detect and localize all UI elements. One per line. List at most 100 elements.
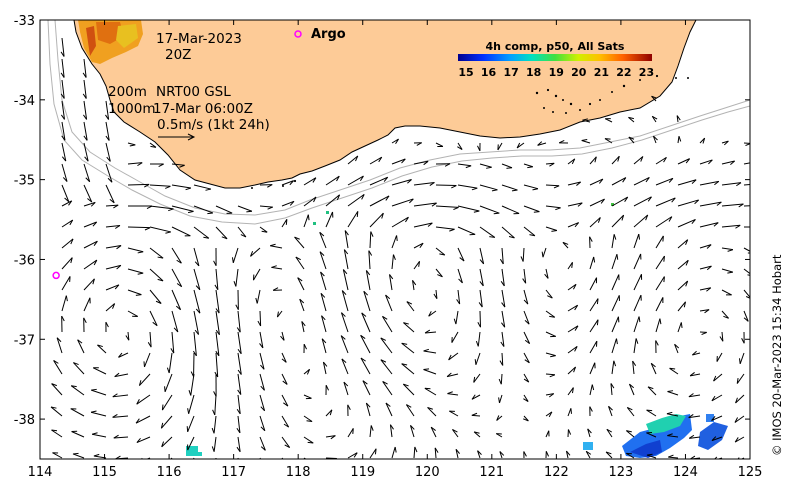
current-arrow-head [176, 259, 182, 264]
current-arrow-head [56, 337, 62, 343]
current-arrow-head [192, 350, 197, 357]
current-arrow-head [621, 214, 625, 221]
current-arrow [734, 415, 745, 423]
colorbar-tick-label: 20 [571, 66, 587, 79]
current-arrow [699, 222, 719, 228]
current-arrow-head [361, 194, 365, 200]
current-arrow [677, 239, 689, 249]
current-arrow [256, 289, 261, 304]
current-arrow-head [529, 234, 536, 237]
current-arrow-head [499, 451, 505, 456]
current-arrow [380, 359, 393, 375]
current-arrow [369, 195, 390, 207]
current-arrow-head [129, 144, 136, 147]
current-arrow-head [93, 453, 100, 457]
current-arrow-head [112, 413, 118, 418]
current-arrow-head [548, 411, 553, 418]
current-arrow [425, 331, 437, 334]
current-arrow [633, 253, 642, 270]
current-arrow [303, 394, 312, 399]
current-arrow [677, 259, 689, 270]
scale-label: 0.5m/s (1kt 24h) [157, 117, 270, 133]
current-arrow [149, 289, 162, 304]
x-tick-label: 116 [157, 465, 182, 480]
current-arrow-head [558, 139, 565, 144]
current-arrow [501, 184, 518, 191]
current-arrow-head [294, 236, 300, 240]
current-arrow-head [477, 322, 481, 328]
current-arrow [391, 158, 406, 165]
current-arrow-head [366, 402, 371, 408]
current-arrow [193, 205, 214, 214]
current-arrow [83, 278, 95, 291]
current-arrow-head [522, 278, 527, 284]
current-arrow-head [600, 198, 605, 204]
current-arrow-head [173, 327, 179, 333]
current-arrow-head [674, 343, 680, 349]
current-arrow-head [135, 294, 142, 296]
current-arrow [611, 177, 627, 186]
current-arrow [611, 155, 620, 165]
current-arrow [127, 331, 130, 341]
current-arrow [523, 331, 531, 344]
current-arrow [626, 407, 635, 417]
current-arrow-head [706, 265, 712, 271]
current-arrow-head [688, 393, 694, 398]
current-arrow [611, 254, 618, 270]
current-arrow-head [567, 429, 572, 435]
x-tick-label: 114 [28, 465, 53, 480]
current-arrow [735, 394, 745, 404]
current-arrow-head [544, 273, 549, 279]
current-arrow [471, 414, 481, 417]
current-arrow [721, 203, 744, 207]
current-arrow [424, 387, 437, 396]
current-arrow [382, 381, 393, 396]
current-arrow [297, 277, 305, 291]
current-arrow-head [410, 425, 415, 430]
current-arrow-head [676, 115, 681, 121]
current-arrow [320, 293, 327, 312]
current-arrow-head [548, 393, 555, 398]
current-arrow [479, 226, 496, 238]
x-tick-label: 125 [738, 465, 763, 480]
current-arrow [457, 163, 472, 167]
current-arrow-head [691, 219, 696, 225]
current-arrow [347, 155, 359, 165]
current-arrow-head [405, 216, 409, 223]
current-arrow-head [678, 135, 682, 142]
current-arrow-head [453, 318, 457, 325]
current-arrow [347, 452, 358, 459]
current-arrow-head [457, 146, 463, 150]
current-arrow-head [473, 431, 480, 434]
current-arrow [281, 180, 294, 186]
current-arrow-head [90, 410, 97, 413]
current-arrow-head [416, 142, 422, 146]
current-arrow-head [65, 295, 68, 302]
current-arrow-head [360, 334, 366, 339]
current-arrow-head [187, 408, 190, 414]
current-arrow [501, 352, 504, 366]
current-arrow-head [152, 321, 158, 327]
current-arrow [655, 177, 674, 186]
current-arrow-head [170, 348, 175, 354]
current-arrow [213, 436, 217, 452]
current-arrow-head [114, 284, 120, 290]
current-arrow-head [378, 156, 383, 163]
current-arrow [237, 352, 242, 375]
current-arrow [626, 452, 635, 459]
current-arrow [628, 117, 635, 123]
current-arrow [50, 406, 63, 417]
current-arrow [325, 435, 336, 438]
current-arrow-head [382, 380, 388, 385]
current-arrow-head [455, 448, 460, 454]
current-arrow [277, 310, 283, 318]
current-arrow-head [474, 359, 477, 365]
current-arrow [105, 284, 120, 291]
current-arrow [401, 342, 415, 354]
current-arrow-head [107, 177, 113, 183]
current-arrow [501, 289, 506, 308]
current-arrow-head [667, 390, 674, 392]
current-arrow-head [493, 212, 500, 215]
current-arrow-head [359, 175, 364, 182]
current-arrow-head [90, 202, 96, 207]
